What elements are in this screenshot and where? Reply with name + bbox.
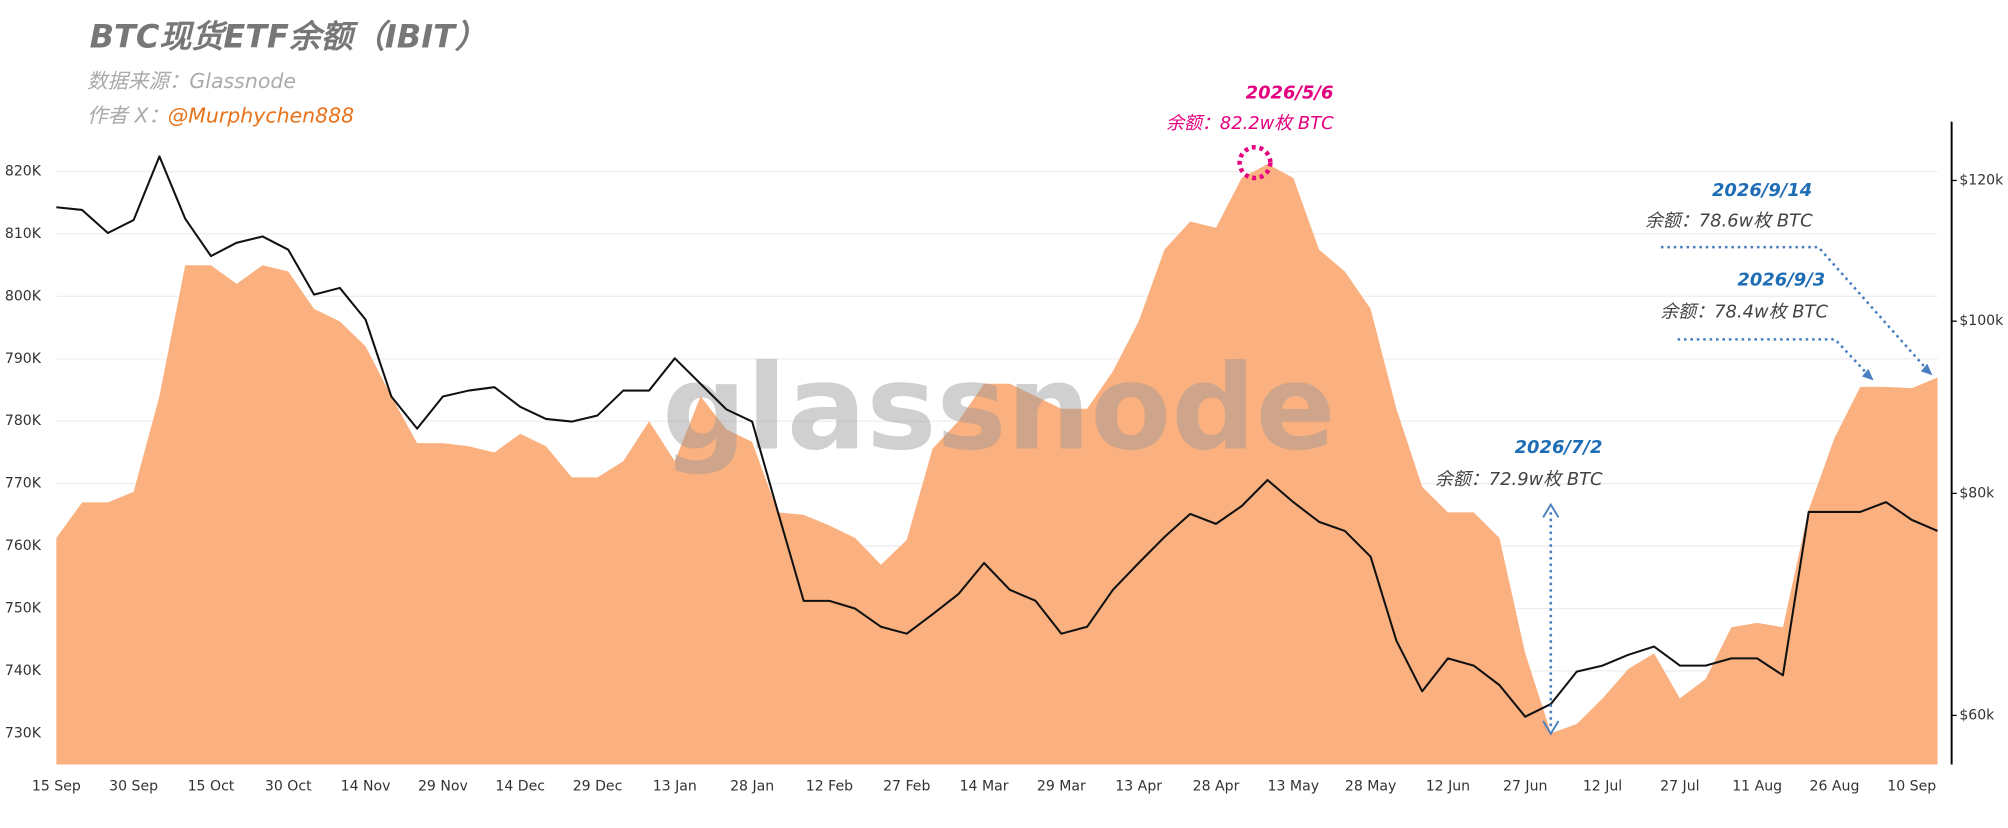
y-tick-label: 770K	[5, 476, 42, 492]
y-tick-label: 760K	[5, 538, 42, 554]
y-tick-label: 740K	[5, 663, 42, 679]
line	[56, 155, 1938, 718]
annotation-text: 余额：82.2w枚 BTC	[1166, 113, 1334, 134]
x-tick-label: 26 Aug	[1810, 778, 1860, 794]
x-tick-label: 28 Jan	[730, 778, 774, 794]
x-tick-label: 11 Aug	[1732, 778, 1782, 794]
annotation-text: 余额：78.4w枚 BTC	[1660, 301, 1828, 322]
x-tick-label: 13 Apr	[1115, 778, 1162, 794]
y-tick-label: 750K	[5, 600, 42, 616]
arrow-head	[1542, 502, 1560, 518]
author-label: 作者 X：	[87, 104, 169, 128]
annotation-date: 2026/9/14	[1712, 180, 1812, 201]
x-tick-label: 28 May	[1345, 778, 1397, 794]
source: 数据来源：Glassnode	[87, 69, 296, 93]
y2-tick-label: $120k	[1959, 172, 2004, 188]
x-tick-label: 27 Feb	[883, 778, 930, 794]
annotation-date: 2026/7/2	[1515, 437, 1603, 458]
x-tick-label: 10 Sep	[1887, 778, 1936, 794]
plot: BTC现货ETF余额（IBIT） 数据来源：Glassnode 作者 X： @M…	[5, 17, 2004, 794]
author: @Murphychen888	[168, 104, 354, 128]
y-tick-label: 780K	[5, 413, 42, 429]
x-tick-label: 27 Jul	[1660, 778, 1699, 794]
annotation-text: 余额：72.9w枚 BTC	[1435, 469, 1603, 490]
y2-tick-label: $80k	[1959, 485, 1995, 501]
y2-tick-label: $100k	[1959, 313, 2004, 329]
x-tick-label: 14 Dec	[495, 778, 545, 794]
arrow-head	[1542, 720, 1560, 736]
arrow-line	[1677, 338, 1871, 378]
x-tick-label: 13 May	[1268, 778, 1320, 794]
x-tick-label: 30 Sep	[109, 778, 158, 794]
x-tick-label: 29 Dec	[573, 778, 623, 794]
x-tick-label: 29 Nov	[418, 778, 468, 794]
annotation-date: 2026/9/3	[1737, 269, 1825, 290]
x-tick-label: 12 Feb	[806, 778, 853, 794]
y-tick-label: 790K	[5, 351, 42, 367]
x-tick-label: 12 Jul	[1583, 778, 1622, 794]
y2-tick-label: $60k	[1959, 707, 1995, 723]
y-tick-label: 730K	[5, 725, 42, 741]
arrow-line	[1660, 245, 1930, 373]
x-tick-label: 27 Jun	[1503, 778, 1547, 794]
x-tick-label: 14 Mar	[960, 778, 1009, 794]
annotation-text: 余额：78.6w枚 BTC	[1645, 211, 1813, 232]
x-tick-label: 13 Jan	[653, 778, 697, 794]
x-tick-label: 15 Oct	[188, 778, 235, 794]
y-tick-label: 810K	[5, 226, 42, 242]
x-tick-label: 15 Sep	[32, 778, 81, 794]
y-tick-label: 800K	[5, 288, 42, 304]
x-tick-label: 28 Apr	[1193, 778, 1240, 794]
area	[56, 164, 1938, 765]
highlight-circle	[1237, 145, 1273, 181]
y-tick-label: 820K	[5, 164, 42, 180]
x-tick-label: 12 Jun	[1426, 778, 1470, 794]
x-tick-label: 29 Mar	[1037, 778, 1086, 794]
chart-title: BTC现货ETF余额（IBIT）	[90, 17, 487, 55]
x-tick-label: 14 Nov	[341, 778, 391, 794]
watermark: glassnode	[662, 339, 1335, 476]
x-tick-label: 30 Oct	[265, 778, 312, 794]
arrow-head	[1920, 363, 1933, 376]
annotation-date: 2026/5/6	[1246, 82, 1334, 103]
arrow-head	[1861, 368, 1874, 381]
